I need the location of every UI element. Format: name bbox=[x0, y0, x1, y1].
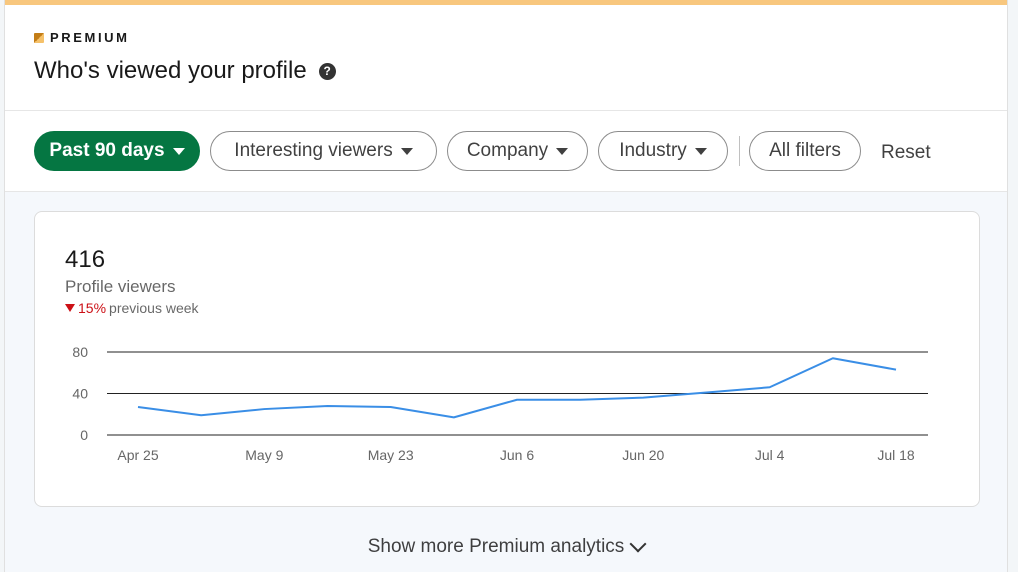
card-header: PREMIUM Who's viewed your profile ? bbox=[5, 5, 1007, 111]
interesting-viewers-label: Interesting viewers bbox=[234, 140, 393, 161]
company-label: Company bbox=[466, 140, 549, 161]
profile-viewers-label: Profile viewers bbox=[65, 277, 176, 296]
chart-card: 416 Profile viewers 15% previous week 80… bbox=[34, 211, 980, 507]
change-percentage: 15% bbox=[78, 300, 107, 316]
premium-label: PREMIUM bbox=[50, 30, 130, 45]
premium-badge: PREMIUM bbox=[34, 30, 130, 45]
x-tick-label: Apr 25 bbox=[117, 447, 158, 463]
question-circle-icon[interactable]: ? bbox=[318, 62, 336, 80]
interesting-viewers-filter-button[interactable]: Interesting viewers bbox=[210, 131, 437, 171]
x-tick-label: Jun 6 bbox=[500, 447, 534, 463]
viewers-change: 15% previous week bbox=[65, 300, 199, 316]
time-range-filter-button[interactable]: Past 90 days bbox=[34, 131, 200, 171]
analytics-content: 416 Profile viewers 15% previous week 80… bbox=[5, 192, 1007, 572]
down-triangle-icon bbox=[65, 304, 75, 312]
title-row: Who's viewed your profile ? bbox=[34, 57, 336, 85]
all-filters-label: All filters bbox=[769, 140, 841, 161]
filter-bar: Past 90 days Interesting viewers Company… bbox=[5, 111, 1007, 192]
premium-accent-bar bbox=[5, 0, 1007, 5]
x-tick-label: May 23 bbox=[368, 447, 414, 463]
show-more-label: Show more Premium analytics bbox=[367, 536, 625, 557]
change-label: previous week bbox=[109, 300, 199, 316]
caret-down-icon bbox=[172, 147, 185, 155]
x-tick-label: Jun 20 bbox=[622, 447, 664, 463]
profile-viewers-count: 416 bbox=[65, 246, 106, 273]
show-more-analytics-button[interactable]: Show more Premium analytics bbox=[5, 535, 1007, 558]
profile-viewers-line-chart: 80 40 0 Apr 25 May 9 May 23 Jun 6 Jun 20 Jul 4 Ju… bbox=[72, 344, 928, 463]
reset-button[interactable]: Reset bbox=[881, 142, 931, 163]
company-filter-button[interactable]: Company bbox=[447, 131, 588, 171]
x-tick-label: Jul 18 bbox=[877, 447, 915, 463]
caret-down-icon bbox=[694, 147, 707, 155]
time-range-label: Past 90 days bbox=[49, 140, 165, 161]
caret-down-icon bbox=[556, 147, 569, 155]
industry-filter-button[interactable]: Industry bbox=[598, 131, 728, 171]
profile-views-card: PREMIUM Who's viewed your profile ? Past… bbox=[4, 0, 1008, 572]
chevron-down-icon bbox=[629, 535, 647, 553]
y-tick-label: 40 bbox=[72, 386, 88, 402]
all-filters-button[interactable]: All filters bbox=[749, 131, 861, 171]
premium-icon bbox=[34, 32, 44, 43]
x-tick-label: May 9 bbox=[245, 447, 283, 463]
caret-down-icon bbox=[400, 147, 413, 155]
page-title: Who's viewed your profile bbox=[34, 57, 307, 84]
x-tick-label: Jul 4 bbox=[755, 447, 785, 463]
industry-label: Industry bbox=[619, 140, 687, 161]
filter-divider bbox=[739, 136, 740, 166]
y-tick-label: 80 bbox=[72, 344, 88, 360]
y-tick-label: 0 bbox=[80, 427, 88, 443]
series-line bbox=[137, 357, 897, 419]
